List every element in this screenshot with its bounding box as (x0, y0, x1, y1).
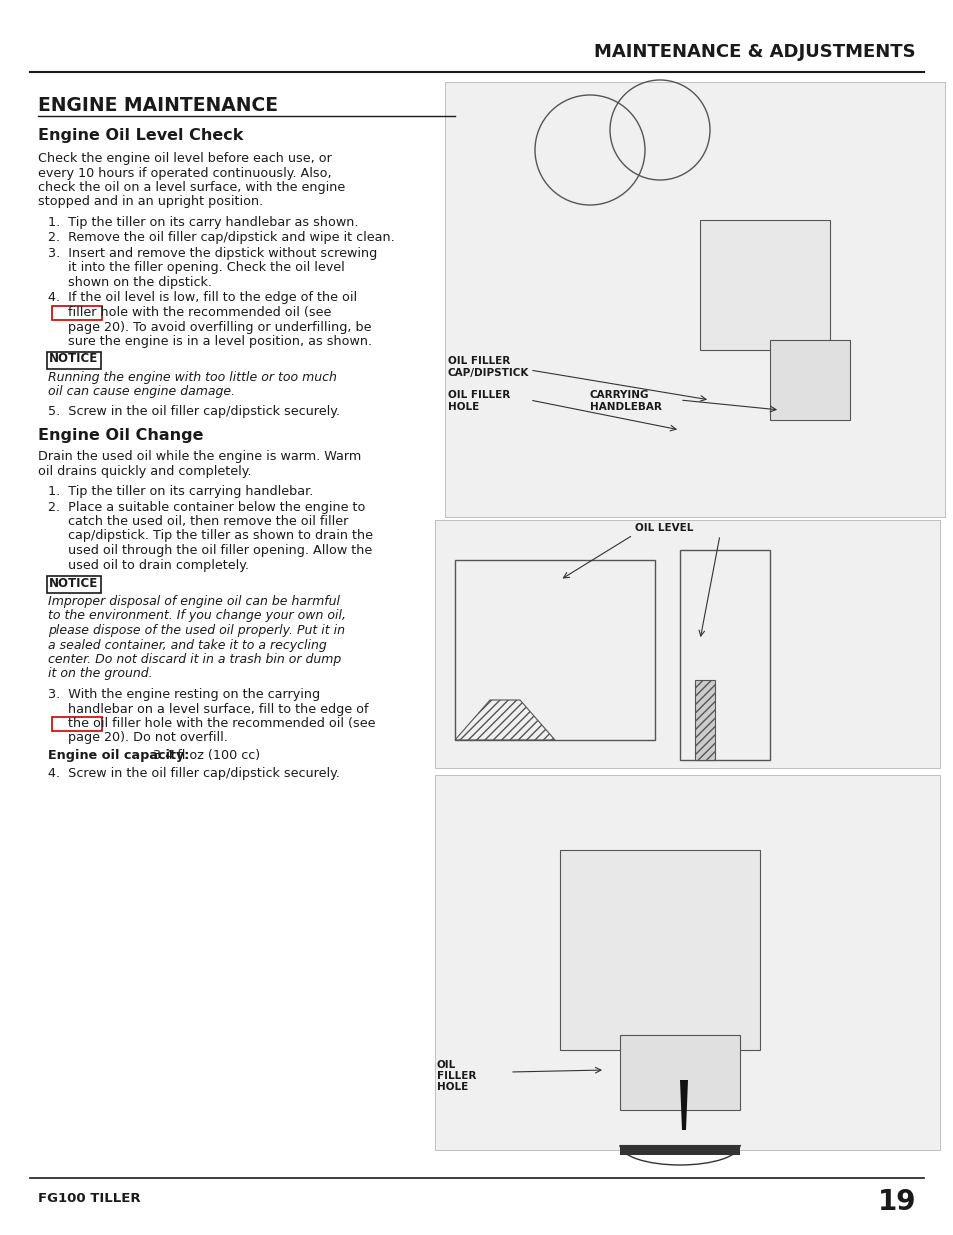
Text: check the oil on a level surface, with the engine: check the oil on a level surface, with t… (38, 182, 345, 194)
Text: Running the engine with too little or too much: Running the engine with too little or to… (48, 370, 336, 384)
Text: oil can cause engine damage.: oil can cause engine damage. (48, 385, 234, 398)
Text: 2.  Remove the oil filler cap/dipstick and wipe it clean.: 2. Remove the oil filler cap/dipstick an… (48, 231, 395, 245)
Text: Drain the used oil while the engine is warm. Warm: Drain the used oil while the engine is w… (38, 450, 361, 463)
Text: catch the used oil, then remove the oil filler: catch the used oil, then remove the oil … (48, 515, 348, 529)
Bar (619, 1145, 740, 1155)
Bar (435, 520, 939, 768)
Text: every 10 hours if operated continuously. Also,: every 10 hours if operated continuously.… (38, 167, 332, 179)
Text: 3.  Insert and remove the dipstick without screwing: 3. Insert and remove the dipstick withou… (48, 247, 376, 261)
Bar (695, 680, 714, 760)
Text: OIL LEVEL: OIL LEVEL (635, 522, 693, 534)
Text: FILLER: FILLER (436, 1071, 476, 1081)
Polygon shape (679, 1079, 687, 1130)
Text: shown on the dipstick.: shown on the dipstick. (48, 275, 212, 289)
Text: cap/dipstick. Tip the tiller as shown to drain the: cap/dipstick. Tip the tiller as shown to… (48, 530, 373, 542)
Text: oil drains quickly and completely.: oil drains quickly and completely. (38, 464, 252, 478)
Text: Improper disposal of engine oil can be harmful: Improper disposal of engine oil can be h… (48, 595, 339, 608)
Bar (444, 82, 944, 517)
Text: FG100 TILLER: FG100 TILLER (38, 1192, 140, 1205)
Text: filler hole with the recommended oil (see: filler hole with the recommended oil (se… (48, 306, 331, 319)
Text: CARRYING: CARRYING (589, 390, 649, 400)
Bar (559, 850, 760, 1050)
Bar (435, 776, 939, 1150)
Text: 3.4 fl oz (100 cc): 3.4 fl oz (100 cc) (149, 748, 260, 762)
Bar (455, 559, 655, 740)
Text: please dispose of the used oil properly. Put it in: please dispose of the used oil properly.… (48, 624, 345, 637)
Text: 3.  With the engine resting on the carrying: 3. With the engine resting on the carryi… (48, 688, 320, 701)
Text: OIL: OIL (436, 1060, 456, 1070)
Text: to the environment. If you change your own oil,: to the environment. If you change your o… (48, 610, 346, 622)
Text: Engine Oil Change: Engine Oil Change (38, 429, 203, 443)
Text: CAP/DIPSTICK: CAP/DIPSTICK (448, 368, 529, 378)
Text: 19: 19 (877, 1188, 915, 1216)
Bar (679, 550, 769, 760)
Text: OIL FILLER: OIL FILLER (448, 356, 510, 366)
Text: stopped and in an upright position.: stopped and in an upright position. (38, 195, 263, 209)
Text: HOLE: HOLE (436, 1082, 468, 1092)
Text: page 20). Do not overfill.: page 20). Do not overfill. (48, 731, 228, 745)
Text: the oil filler hole with the recommended oil (see: the oil filler hole with the recommended… (48, 718, 375, 730)
Text: 1.  Tip the tiller on its carry handlebar as shown.: 1. Tip the tiller on its carry handlebar… (48, 216, 358, 228)
Text: it on the ground.: it on the ground. (48, 667, 152, 680)
Text: used oil to drain completely.: used oil to drain completely. (48, 558, 249, 572)
Text: HOLE: HOLE (448, 403, 478, 412)
Text: 1.  Tip the tiller on its carrying handlebar.: 1. Tip the tiller on its carrying handle… (48, 485, 313, 498)
Text: center. Do not discard it in a trash bin or dump: center. Do not discard it in a trash bin… (48, 653, 341, 666)
Text: OIL FILLER: OIL FILLER (448, 390, 510, 400)
Text: MAINTENANCE & ADJUSTMENTS: MAINTENANCE & ADJUSTMENTS (594, 43, 915, 61)
Text: Engine oil capacity:: Engine oil capacity: (48, 748, 190, 762)
Text: page 20). To avoid overfilling or underfilling, be: page 20). To avoid overfilling or underf… (48, 321, 371, 333)
Text: NOTICE: NOTICE (50, 577, 98, 590)
Text: handlebar on a level surface, fill to the edge of: handlebar on a level surface, fill to th… (48, 703, 368, 715)
Bar (700, 220, 829, 350)
Text: ENGINE MAINTENANCE: ENGINE MAINTENANCE (38, 96, 277, 115)
Text: a sealed container, and take it to a recycling: a sealed container, and take it to a rec… (48, 638, 327, 652)
Text: it into the filler opening. Check the oil level: it into the filler opening. Check the oi… (48, 262, 344, 274)
Text: 2.  Place a suitable container below the engine to: 2. Place a suitable container below the … (48, 500, 365, 514)
Text: sure the engine is in a level position, as shown.: sure the engine is in a level position, … (48, 335, 372, 348)
Text: Engine Oil Level Check: Engine Oil Level Check (38, 128, 243, 143)
Text: 4.  Screw in the oil filler cap/dipstick securely.: 4. Screw in the oil filler cap/dipstick … (48, 767, 339, 779)
Bar (769, 340, 849, 420)
Text: 4.  If the oil level is low, fill to the edge of the oil: 4. If the oil level is low, fill to the … (48, 291, 356, 305)
Text: NOTICE: NOTICE (50, 352, 98, 366)
Text: HANDLEBAR: HANDLEBAR (589, 403, 661, 412)
Text: 5.  Screw in the oil filler cap/dipstick securely.: 5. Screw in the oil filler cap/dipstick … (48, 405, 339, 419)
Text: Check the engine oil level before each use, or: Check the engine oil level before each u… (38, 152, 332, 165)
Bar (619, 1035, 740, 1110)
Text: used oil through the oil filler opening. Allow the: used oil through the oil filler opening.… (48, 543, 372, 557)
